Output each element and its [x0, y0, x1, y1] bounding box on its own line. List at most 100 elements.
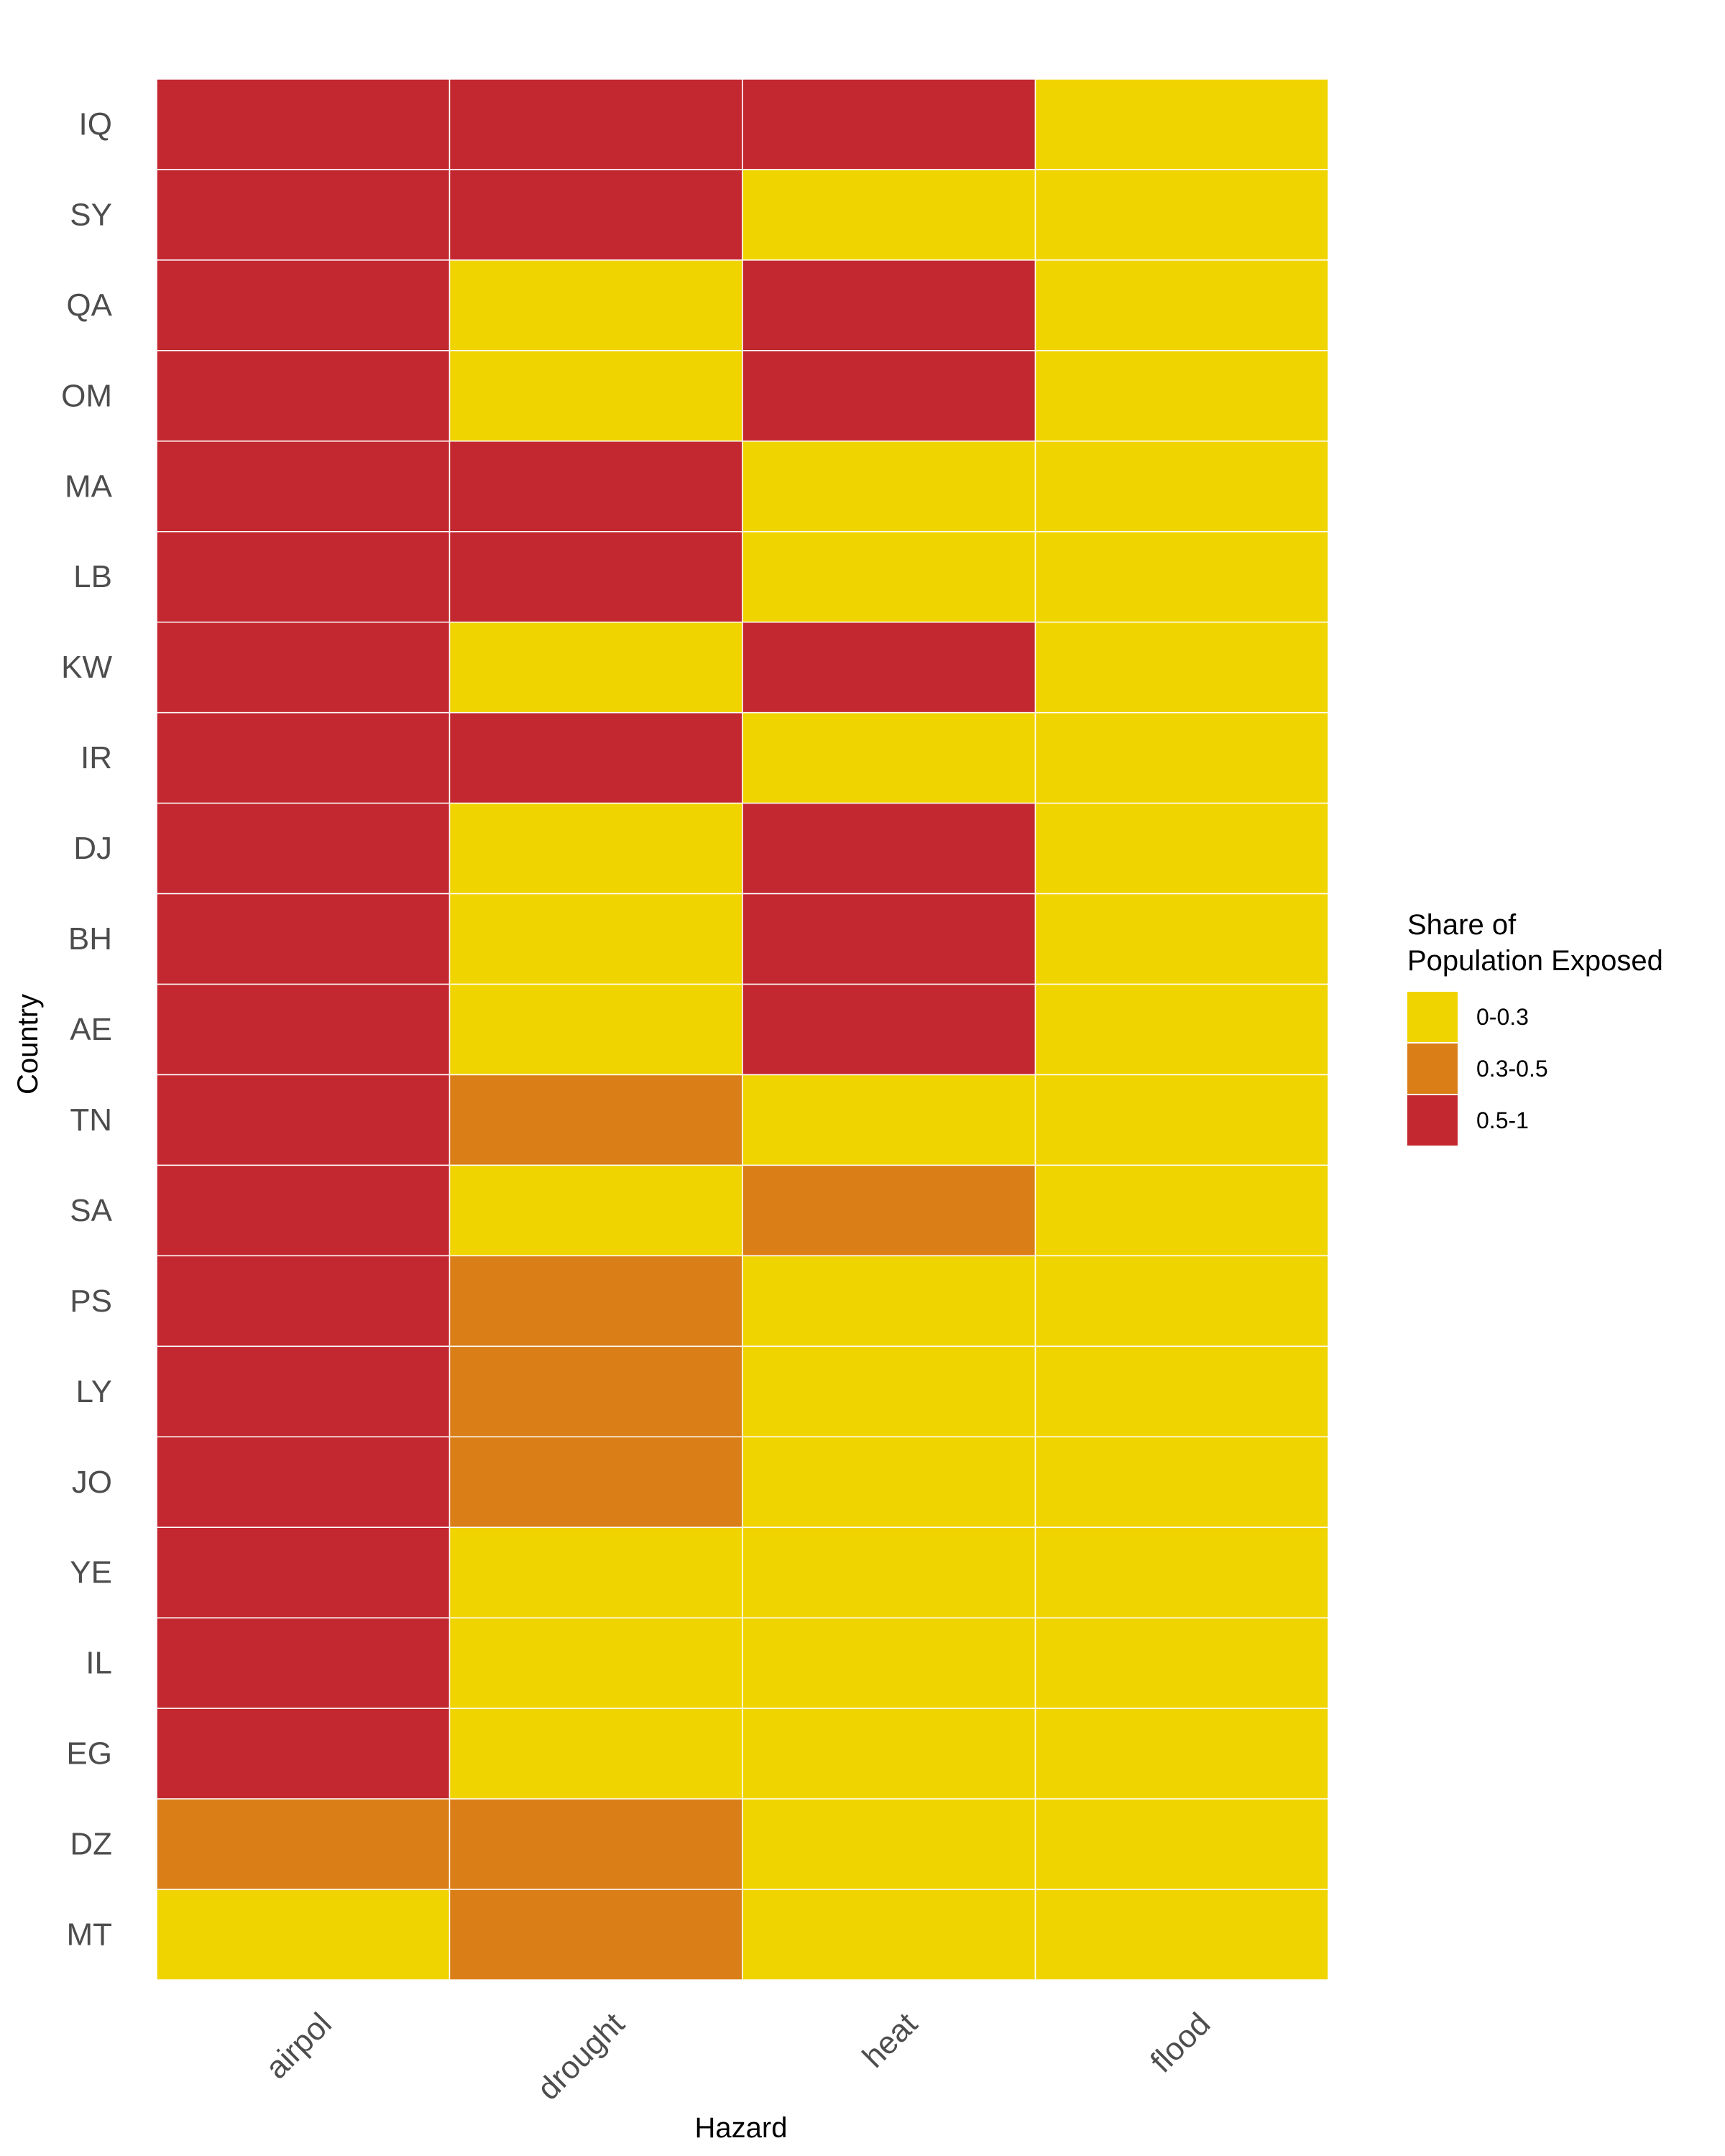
heatmap-cell-KW-flood: [1034, 621, 1329, 714]
y-tick-label-EG: EG: [66, 1736, 112, 1772]
heatmap-cell-JO-heat: [742, 1436, 1036, 1528]
heatmap-cell-KW-airpol: [156, 621, 451, 714]
heatmap-cell-LY-heat: [742, 1345, 1036, 1438]
heatmap-cell-EG-airpol: [156, 1708, 451, 1800]
heatmap-cell-SY-airpol: [156, 169, 451, 261]
x-tick-label-flood: flood: [1144, 2006, 1217, 2079]
y-tick-label-IL: IL: [86, 1646, 112, 1681]
heatmap-cell-PS-airpol: [156, 1255, 451, 1348]
heatmap-cell-KW-heat: [742, 621, 1036, 714]
heatmap-cell-MT-airpol: [156, 1889, 451, 1981]
heatmap-cell-BH-airpol: [156, 893, 451, 985]
heatmap-cell-LY-drought: [448, 1345, 743, 1438]
x-tick-label-drought: drought: [530, 2006, 631, 2106]
heatmap-cell-LY-flood: [1034, 1345, 1329, 1438]
heatmap-cell-AE-airpol: [156, 983, 451, 1076]
heatmap-cell-QA-heat: [742, 259, 1036, 351]
heatmap-cell-IQ-drought: [448, 78, 743, 170]
heatmap-cell-IQ-heat: [742, 78, 1036, 170]
heatmap-cell-PS-drought: [448, 1255, 743, 1348]
heatmap-cell-SA-heat: [742, 1164, 1036, 1257]
y-tick-label-PS: PS: [70, 1284, 112, 1319]
heatmap-cell-OM-flood: [1034, 350, 1329, 442]
heatmap-cell-IQ-flood: [1034, 78, 1329, 170]
heatmap-cell-OM-drought: [448, 350, 743, 442]
heatmap-cell-TN-heat: [742, 1074, 1036, 1166]
heatmap-cell-IR-flood: [1034, 711, 1329, 804]
heatmap-cell-MA-heat: [742, 441, 1036, 533]
heatmap-cell-JO-flood: [1034, 1436, 1329, 1528]
heatmap-cell-PS-flood: [1034, 1255, 1329, 1348]
y-tick-label-IQ: IQ: [79, 106, 112, 142]
heatmap-cell-DJ-airpol: [156, 802, 451, 895]
heatmap-cell-BH-flood: [1034, 893, 1329, 985]
y-tick-label-JO: JO: [72, 1465, 112, 1500]
heatmap-cell-MA-airpol: [156, 441, 451, 533]
heatmap-cell-MT-flood: [1034, 1889, 1329, 1981]
heatmap-cell-DZ-airpol: [156, 1798, 451, 1890]
heatmap-cell-MT-heat: [742, 1889, 1036, 1981]
y-tick-label-DJ: DJ: [73, 831, 112, 866]
legend-label-0-0.3: 0-0.3: [1476, 1004, 1529, 1030]
y-axis-title: Country: [12, 994, 44, 1095]
x-tick-label-airpol: airpol: [259, 2006, 339, 2086]
y-tick-label-OM: OM: [61, 378, 112, 413]
heatmap-cell-SA-drought: [448, 1164, 743, 1257]
heatmap-cell-LB-airpol: [156, 531, 451, 623]
heatmap-cell-QA-airpol: [156, 259, 451, 351]
y-tick-label-DZ: DZ: [70, 1827, 112, 1862]
heatmap-cells: [156, 78, 1329, 1981]
heatmap-cell-SY-drought: [448, 169, 743, 261]
y-tick-label-LB: LB: [73, 559, 112, 594]
heatmap-cell-IQ-airpol: [156, 78, 451, 170]
heatmap-cell-SY-heat: [742, 169, 1036, 261]
heatmap-cell-LY-airpol: [156, 1345, 451, 1438]
heatmap-cell-MA-drought: [448, 441, 743, 533]
heatmap-cell-IL-flood: [1034, 1617, 1329, 1709]
heatmap-cell-MA-flood: [1034, 441, 1329, 533]
heatmap-cell-IL-airpol: [156, 1617, 451, 1709]
heatmap-cell-SA-airpol: [156, 1164, 451, 1257]
heatmap-cell-YE-heat: [742, 1526, 1036, 1618]
heatmap-cell-AE-heat: [742, 983, 1036, 1076]
heatmap-cell-KW-drought: [448, 621, 743, 714]
heatmap-cell-OM-heat: [742, 350, 1036, 442]
heatmap-cell-QA-drought: [448, 259, 743, 351]
heatmap-cell-EG-drought: [448, 1708, 743, 1800]
heatmap-cell-YE-drought: [448, 1526, 743, 1618]
y-tick-labels: IQ SY QA OM MA LB KW IR DJ BH AE TN SA PS LY JO YE IL EG DZ…: [61, 106, 113, 1952]
x-tick-labels: airpol drought heat flood: [259, 2006, 1217, 2106]
y-tick-label-QA: QA: [66, 287, 112, 323]
y-tick-label-MT: MT: [66, 1917, 112, 1953]
y-tick-label-SA: SA: [70, 1193, 112, 1228]
heatmap-cell-QA-flood: [1034, 259, 1329, 351]
y-tick-label-LY: LY: [75, 1374, 112, 1409]
heatmap-cell-IR-airpol: [156, 711, 451, 804]
legend-label-0.5-1: 0.5-1: [1476, 1107, 1529, 1133]
heatmap-cell-JO-drought: [448, 1436, 743, 1528]
heatmap-cell-LB-heat: [742, 531, 1036, 623]
legend-title-line-1: Share of: [1407, 909, 1517, 941]
legend-swatch-0.5-1: [1407, 1095, 1458, 1146]
heatmap-cell-DJ-drought: [448, 802, 743, 895]
legend-label-0.3-0.5: 0.3-0.5: [1476, 1056, 1548, 1082]
heatmap-cell-IR-drought: [448, 711, 743, 804]
heatmap-cell-AE-flood: [1034, 983, 1329, 1076]
y-tick-label-MA: MA: [65, 469, 113, 504]
heatmap-cell-OM-airpol: [156, 350, 451, 442]
y-tick-label-KW: KW: [61, 650, 112, 685]
heatmap-cell-YE-flood: [1034, 1526, 1329, 1618]
y-tick-label-TN: TN: [70, 1102, 112, 1138]
heatmap-cell-TN-drought: [448, 1074, 743, 1166]
heatmap-cell-EG-heat: [742, 1708, 1036, 1800]
heatmap-cell-TN-airpol: [156, 1074, 451, 1166]
y-tick-label-SY: SY: [70, 197, 112, 232]
heatmap-cell-MT-drought: [448, 1889, 743, 1981]
legend-keys: 0-0.3 0.3-0.5 0.5-1: [1407, 992, 1548, 1146]
heatmap-cell-DZ-flood: [1034, 1798, 1329, 1890]
heatmap-cell-SA-flood: [1034, 1164, 1329, 1257]
heatmap-cell-IR-heat: [742, 711, 1036, 804]
heatmap-cell-JO-airpol: [156, 1436, 451, 1528]
heatmap-cell-IL-heat: [742, 1617, 1036, 1709]
